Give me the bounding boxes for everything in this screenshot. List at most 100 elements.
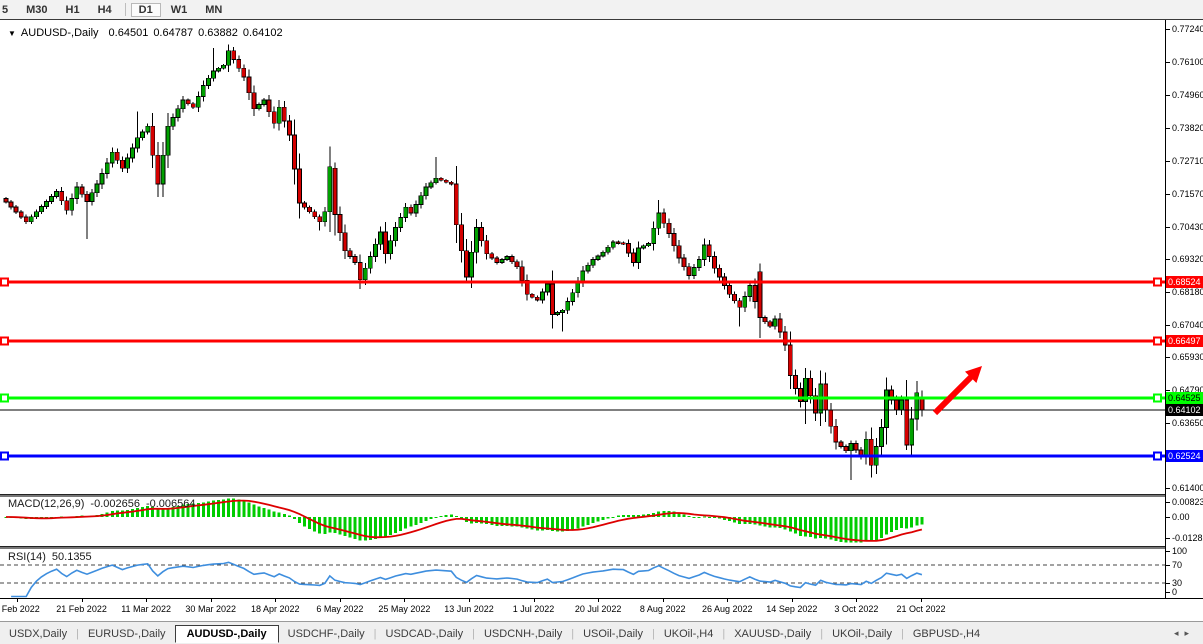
line-handle[interactable] <box>1153 277 1162 287</box>
candle-body <box>899 399 905 411</box>
candle-body <box>69 198 75 211</box>
line-handle[interactable] <box>0 277 9 287</box>
macd-histogram-bar <box>601 517 605 520</box>
candle-body <box>504 256 510 260</box>
macd-histogram-bar <box>905 517 909 529</box>
horizontal-line-0.66497[interactable] <box>0 339 1165 343</box>
macd-histogram-bar <box>242 500 246 517</box>
macd-histogram-bar <box>773 517 777 528</box>
date-tick-mark <box>598 599 600 602</box>
timeframe-button-H1[interactable]: H1 <box>65 3 80 16</box>
macd-histogram-bar <box>161 509 165 517</box>
candle-body <box>539 291 545 301</box>
timeframe-button-D1[interactable]: D1 <box>130 2 161 17</box>
price-badge-0.66497: 0.66497 <box>1166 334 1203 347</box>
line-handle[interactable] <box>0 393 9 403</box>
candle-body <box>717 267 722 278</box>
timeframe-button-H4[interactable]: H4 <box>97 3 112 16</box>
candle-body <box>884 389 889 429</box>
candle-body <box>661 212 667 224</box>
chart-tab-EURUSD-Daily[interactable]: EURUSD-,Daily <box>87 627 166 640</box>
chart-tab-XAUUSD-Daily[interactable]: XAUUSD-,Daily <box>734 627 812 640</box>
axis-tick-mark <box>1166 357 1170 359</box>
candle-body <box>170 117 176 127</box>
symbol-dropdown-icon[interactable]: ▼ <box>8 29 16 38</box>
timeframe-button-M30[interactable]: M30 <box>26 3 48 16</box>
chart-tab-UKOil-H4[interactable]: UKOil-,H4 <box>663 627 714 640</box>
chart-tab-GBPUSD-H4[interactable]: GBPUSD-,H4 <box>912 627 981 640</box>
candle-body <box>469 251 474 278</box>
line-handle[interactable] <box>1153 393 1162 403</box>
date-tick-mark <box>533 599 535 602</box>
macd-histogram-bar <box>176 505 180 517</box>
candle-body <box>868 438 874 466</box>
candle-body <box>889 389 894 401</box>
candle-body <box>357 262 363 281</box>
line-handle[interactable] <box>1153 336 1162 346</box>
horizontal-line-0.64525[interactable] <box>0 396 1165 400</box>
candle-body <box>509 256 515 263</box>
macd-histogram-bar <box>864 517 868 542</box>
line-handle[interactable] <box>1153 451 1162 461</box>
macd-histogram-bar <box>424 517 428 521</box>
pane-separator[interactable] <box>0 546 1165 549</box>
ohlc-open: 0.64501 <box>108 27 149 39</box>
candle-body <box>145 125 151 133</box>
horizontal-line-0.68524[interactable] <box>0 280 1165 284</box>
macd-histogram-bar <box>758 517 762 526</box>
price-tick-label: 0.68180 <box>1172 286 1203 297</box>
date-label: 3 Oct 2022 <box>834 604 879 614</box>
candle-body <box>403 206 409 218</box>
pane-separator[interactable] <box>0 494 1165 497</box>
axis-tick-mark <box>1166 193 1170 195</box>
rsi-tick-label: 0 <box>1172 587 1178 597</box>
macd-histogram-bar <box>136 507 140 517</box>
current-price-badge: 0.64102 <box>1166 404 1203 417</box>
candle-body <box>327 166 333 213</box>
candle-body <box>560 309 565 313</box>
chart-tab-USDCAD-Daily[interactable]: USDCAD-,Daily <box>385 627 464 640</box>
candle-body <box>651 227 657 244</box>
trend-arrow-annotation[interactable] <box>932 366 982 416</box>
horizontal-line-0.62524[interactable] <box>0 454 1165 458</box>
candle-body <box>155 154 161 185</box>
candle-body <box>221 64 226 69</box>
date-tick-mark <box>17 599 18 602</box>
price-pane[interactable] <box>0 20 1165 494</box>
candle-body <box>464 250 469 278</box>
price-axis[interactable]: 0.77240 0.76100 0.74960 0.73820 0.72710 0.715… <box>1165 20 1203 598</box>
line-handle[interactable] <box>0 336 9 346</box>
date-tick-mark <box>791 599 793 602</box>
chart-tab-AUDUSD-Daily[interactable]: AUDUSD-,Daily <box>174 624 279 643</box>
date-axis[interactable]: 2 Feb 2022 21 Feb 2022 11 Mar 2022 30 Mar 2… <box>0 598 1203 622</box>
date-label: 11 Mar 2022 <box>121 604 172 614</box>
chart-tab-USDCHF-Daily[interactable]: USDCHF-,Daily <box>287 627 365 640</box>
axis-tick-mark <box>1166 502 1170 503</box>
macd-histogram-bar <box>277 512 281 517</box>
macd-histogram-bar <box>717 517 721 519</box>
macd-histogram-bar <box>257 506 261 517</box>
timeframe-button-MN[interactable]: MN <box>205 3 223 16</box>
chart-tab-USDCNH-Daily[interactable]: USDCNH-,Daily <box>483 627 563 640</box>
chart-tab-UKOil-Daily[interactable]: UKOil-,Daily <box>832 627 892 640</box>
chart-plot-area[interactable]: ▼ AUDUSD-,Daily 0.64501 0.64787 0.63882 0.641… <box>0 20 1165 598</box>
candle-body <box>610 241 616 248</box>
line-handle[interactable] <box>0 451 9 461</box>
date-label: 21 Oct 2022 <box>896 604 946 614</box>
candle-body <box>200 85 206 97</box>
timeframe-button-W1[interactable]: W1 <box>170 3 188 16</box>
candle-body <box>615 241 621 244</box>
candle-body <box>878 427 884 447</box>
candle-body <box>838 441 844 447</box>
price-badge-0.64525: 0.64525 <box>1166 391 1203 404</box>
tab-scroll-arrows[interactable]: ◂▸ <box>1173 628 1195 638</box>
chart-tab-USOil-Daily[interactable]: USOil-,Daily <box>583 627 643 640</box>
candle-body <box>494 257 500 263</box>
macd-histogram-bar <box>753 517 757 525</box>
macd-histogram-bar <box>900 517 904 529</box>
macd-histogram-bar <box>384 517 387 537</box>
chart-tab-USDX-Daily[interactable]: USDX,Daily <box>9 627 68 640</box>
ohlc-low: 0.63882 <box>198 27 238 39</box>
price-tick-label: 0.76100 <box>1172 57 1203 68</box>
timeframe-button-5[interactable]: 5 <box>2 3 9 16</box>
